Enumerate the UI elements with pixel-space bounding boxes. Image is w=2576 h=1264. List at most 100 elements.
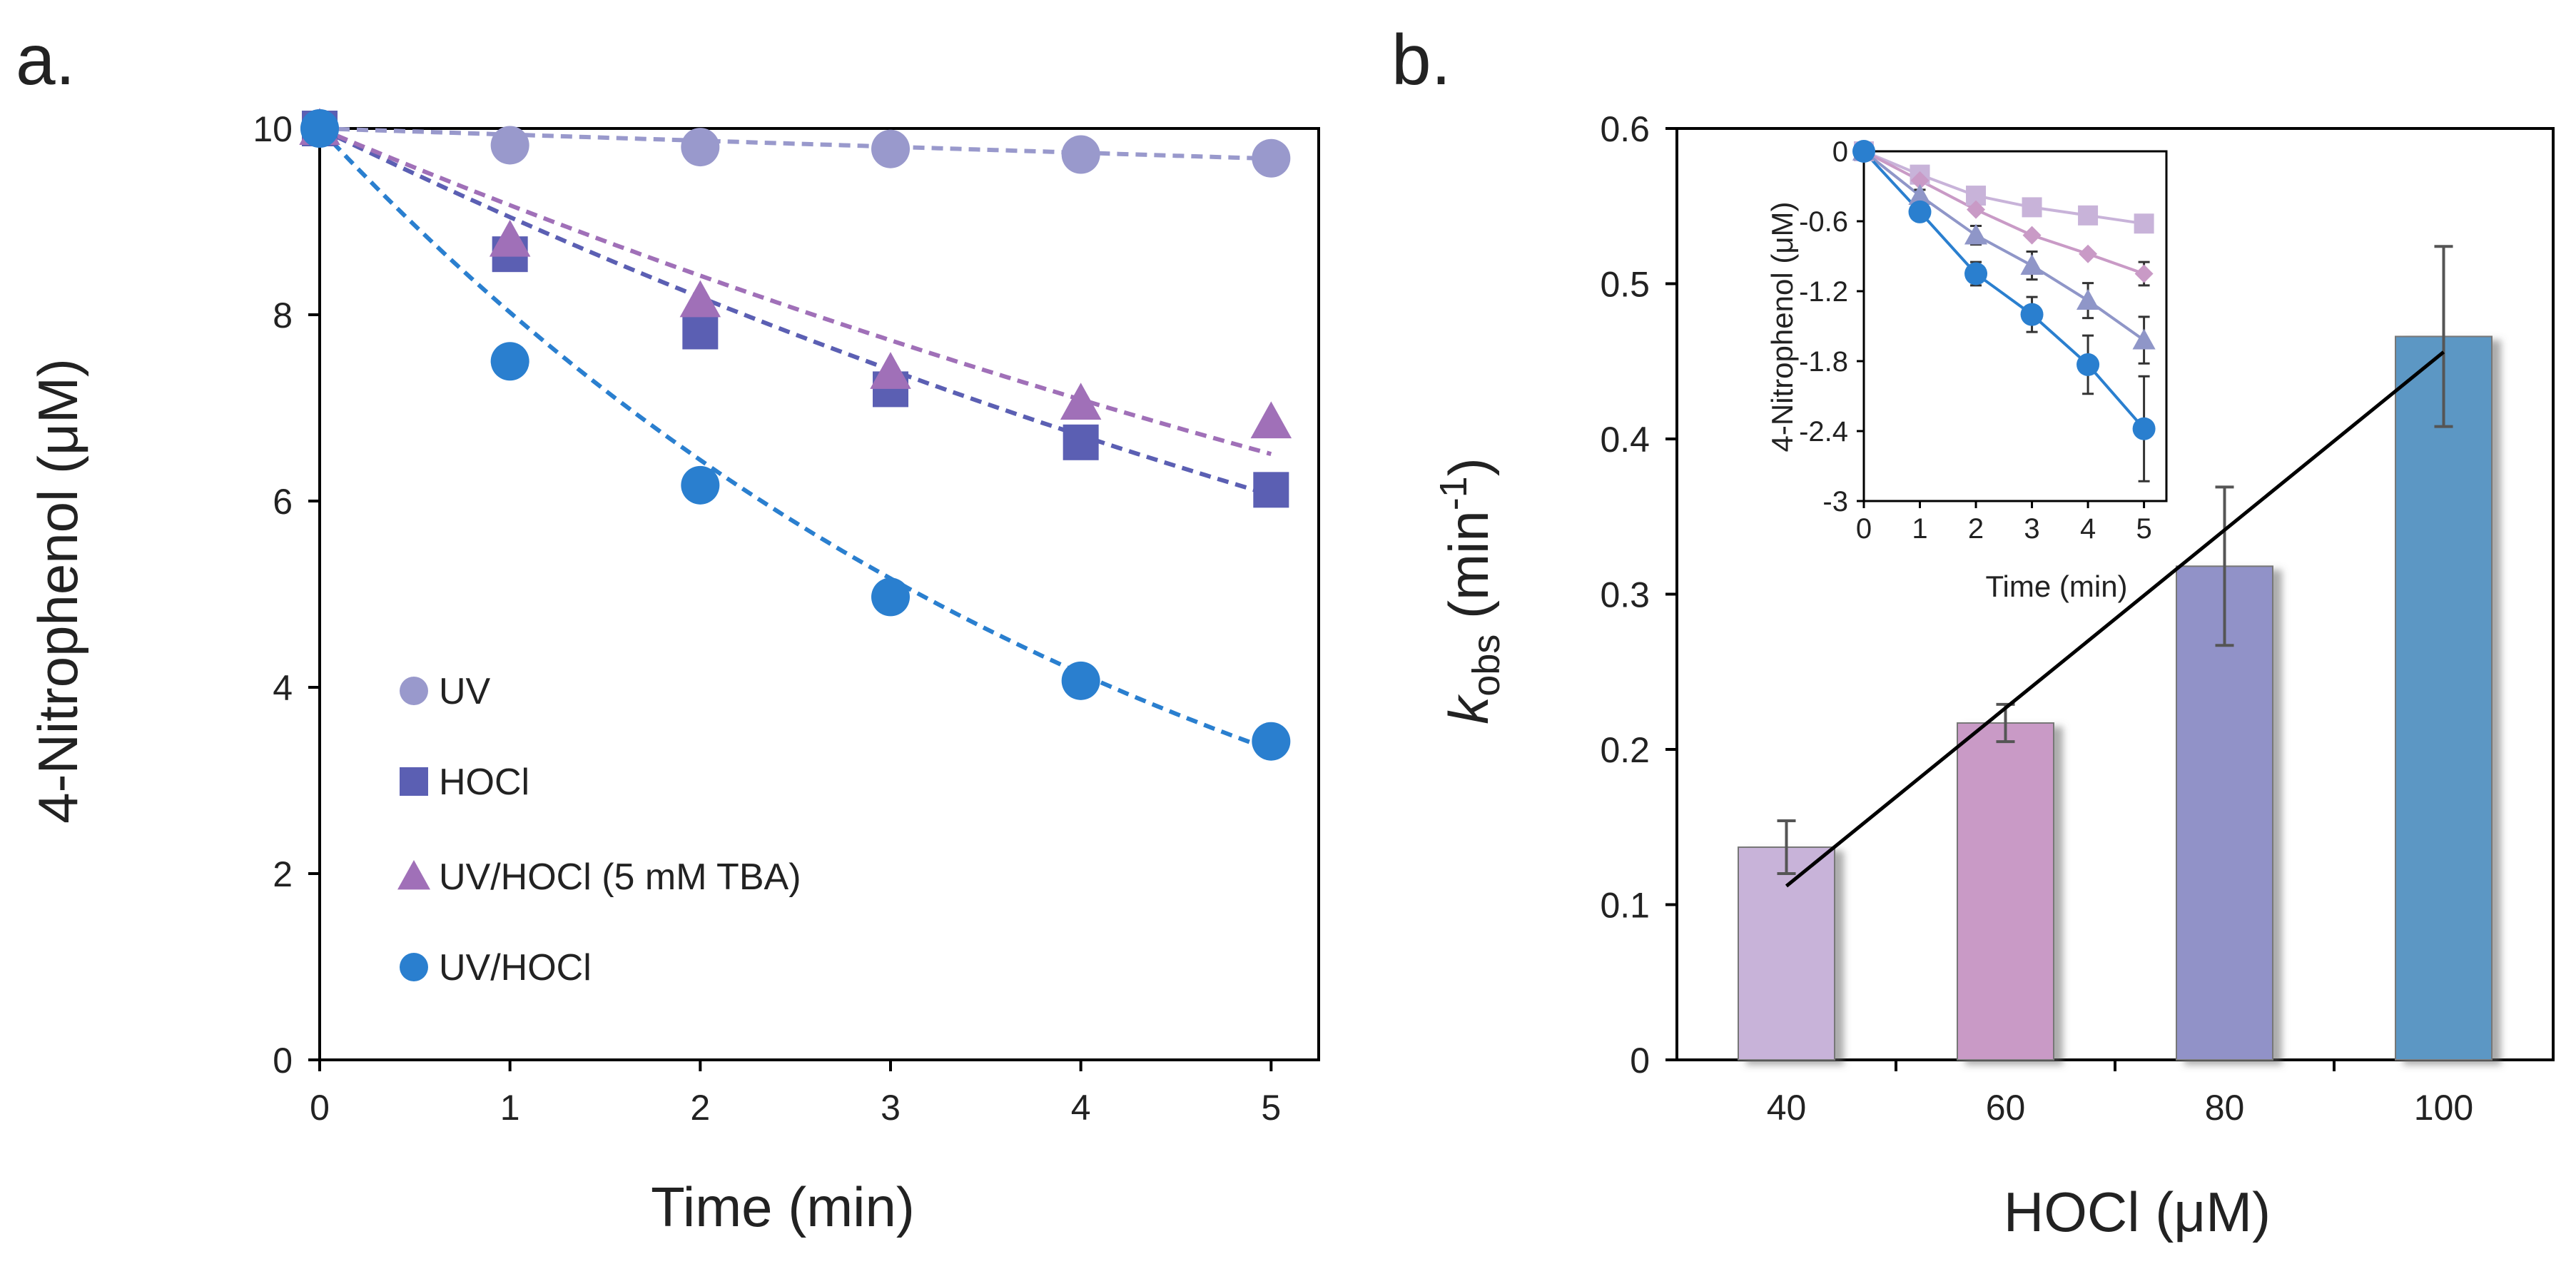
chart-a-x-tick-label: 1 <box>500 1088 520 1128</box>
data-point-uv-hocl <box>1061 661 1100 700</box>
inset-x-tick-label: 3 <box>2024 513 2039 545</box>
chart-b-y-axis-title: kobs (min-1) <box>1432 457 1508 724</box>
fit-curve-uv <box>319 126 1272 161</box>
inset-point-60um <box>2022 226 2042 245</box>
data-point-uv <box>871 129 910 168</box>
inset-axes: 0 1 2 3 4 5 0 -0.6 -1.2 -1.8 -2.4 -3 <box>1799 136 2168 545</box>
inset-plot-frame <box>1862 150 2168 502</box>
inset-x-tick-label: 5 <box>2136 513 2151 545</box>
chart-b-y-axis-superscript: -1 <box>1432 476 1475 510</box>
legend-marker-uv-hocl-5-mm-tba- <box>397 860 430 890</box>
chart-b-x-axis-title: HOCl (μM) <box>2004 1180 2271 1243</box>
legend-marker-hocl <box>400 767 428 796</box>
chart-b: 00.10.20.30.40.50.640 60 80 100 HOCl (μM) k… <box>1432 109 2555 1243</box>
panel-a-label: a. <box>16 20 75 100</box>
chart-b-x-tick-label: 100 <box>2414 1088 2473 1128</box>
inset-x-tick-label: 2 <box>1968 513 1984 545</box>
bar-hocl-80 <box>2176 565 2273 1061</box>
inset-point-80um <box>1908 183 1932 205</box>
chart-a-y-axis-title: 4-Nitrophenol (μM) <box>26 358 89 824</box>
data-point-uv-hocl <box>300 109 339 148</box>
legend-marker-uv <box>400 677 428 705</box>
chart-b-inset: 0 1 2 3 4 5 0 -0.6 -1.2 -1.8 -2.4 -3 Time (min) 4-N… <box>1765 136 2168 603</box>
legend-marker-uv-hocl <box>400 953 428 981</box>
inset-point-100um <box>1908 200 1932 223</box>
inset-point-80um <box>2132 328 2156 350</box>
inset-y-tick-label: -3 <box>1822 486 1848 517</box>
chart-b-trendline <box>1785 350 2445 888</box>
inset-point-60um <box>1910 171 1930 190</box>
inset-point-80um <box>1964 223 1988 245</box>
data-point-uv-hocl-5-mm-tba- <box>1250 401 1292 439</box>
chart-b-y-axis-subscript: obs <box>1465 634 1508 697</box>
data-point-hocl <box>1253 472 1289 508</box>
chart-a-y-tick-label: 8 <box>273 295 293 335</box>
chart-b-y-tick-label: 0.4 <box>1600 420 1650 460</box>
data-point-uv <box>1061 135 1100 174</box>
inset-point-60um <box>2079 244 2098 263</box>
bar-hocl-100 <box>2395 335 2493 1061</box>
data-point-uv <box>681 128 720 167</box>
inset-y-tick-label: -1.2 <box>1799 276 1848 308</box>
fit-curve-uv-hocl-5-mm-tba- <box>318 126 1272 456</box>
chart-b-y-tick-label: 0.1 <box>1600 886 1650 926</box>
legend-label: UV/HOCl <box>439 947 592 989</box>
chart-a-y-tick-label: 4 <box>273 668 293 708</box>
inset-x-tick-label: 0 <box>1856 513 1872 545</box>
linear-trendline <box>1785 350 2445 888</box>
bar-hocl-40 <box>1738 846 1835 1061</box>
chart-b-axes: 00.10.20.30.40.50.640 60 80 100 <box>1600 109 2555 1128</box>
chart-a-axes: 0 1 2 3 4 5 0 2 4 6 8 10 <box>253 109 1320 1128</box>
inset-y-tick-label: -1.8 <box>1799 346 1848 378</box>
data-point-hocl <box>1063 424 1099 460</box>
bar-hocl-60 <box>1957 722 2054 1061</box>
data-point-uv-hocl-5-mm-tba- <box>1060 383 1102 420</box>
inset-x-tick-label: 4 <box>2080 513 2096 545</box>
chart-b-y-tick-label: 0.5 <box>1600 265 1650 305</box>
inset-y-tick-label: -2.4 <box>1799 416 1848 448</box>
legend-label: UV/HOCl (5 mM TBA) <box>439 856 801 898</box>
data-point-uv-hocl <box>681 465 720 505</box>
chart-b-x-tick-label: 40 <box>1767 1088 1807 1128</box>
chart-b-y-tick-label: 0.2 <box>1600 730 1650 770</box>
inset-point-100um <box>2020 303 2044 326</box>
fit-curve-uv-hocl <box>318 126 1272 752</box>
inset-point-40um <box>2078 205 2099 226</box>
chart-b-y-axis-k: k <box>1437 694 1500 724</box>
chart-a-legend: UV HOCl UV/HOCl (5 mM TBA) UV/HOCl <box>397 671 801 989</box>
inset-point-40um <box>2022 197 2042 218</box>
data-point-uv-hocl-5-mm-tba- <box>870 352 911 389</box>
data-point-uv-hocl <box>871 577 910 617</box>
panel-b-label: b. <box>1391 20 1451 100</box>
inset-point-80um <box>2020 253 2044 275</box>
legend-label: HOCl <box>439 762 529 803</box>
inset-point-60um <box>2134 264 2154 283</box>
chart-a-x-axis-title: Time (min) <box>651 1175 915 1238</box>
chart-b-y-axis-unit-close: ) <box>1437 457 1500 476</box>
chart-b-y-tick-label: 0.3 <box>1600 575 1650 615</box>
inset-points <box>1852 139 2156 440</box>
chart-a-y-tick-label: 2 <box>273 854 293 894</box>
data-point-uv-hocl-5-mm-tba- <box>489 219 531 257</box>
chart-b-y-tick-label: 0.6 <box>1600 109 1650 149</box>
inset-y-axis-title: 4-Nitrophenol (μM) <box>1765 202 1799 452</box>
inset-point-100um <box>1852 140 1875 163</box>
inset-point-100um <box>2076 353 2100 376</box>
inset-point-100um <box>1964 262 1988 285</box>
inset-point-100um <box>2132 417 2156 440</box>
chart-b-x-tick-label: 80 <box>2205 1088 2245 1128</box>
chart-a-y-tick-label: 6 <box>273 482 293 522</box>
data-point-uv <box>1252 138 1291 178</box>
inset-point-80um <box>2076 288 2100 310</box>
chart-a-y-tick-label: 0 <box>273 1041 293 1081</box>
chart-a-y-tick-label: 10 <box>253 109 293 149</box>
data-point-uv <box>490 126 529 165</box>
chart-a-x-tick-label: 4 <box>1071 1088 1091 1128</box>
chart-b-x-tick-label: 60 <box>1986 1088 2026 1128</box>
chart-b-y-axis-unit: (min <box>1437 510 1500 634</box>
data-point-uv-hocl <box>490 342 529 381</box>
chart-b-y-tick-label: 0 <box>1630 1041 1650 1081</box>
chart-a-plot-frame <box>318 127 1320 1061</box>
